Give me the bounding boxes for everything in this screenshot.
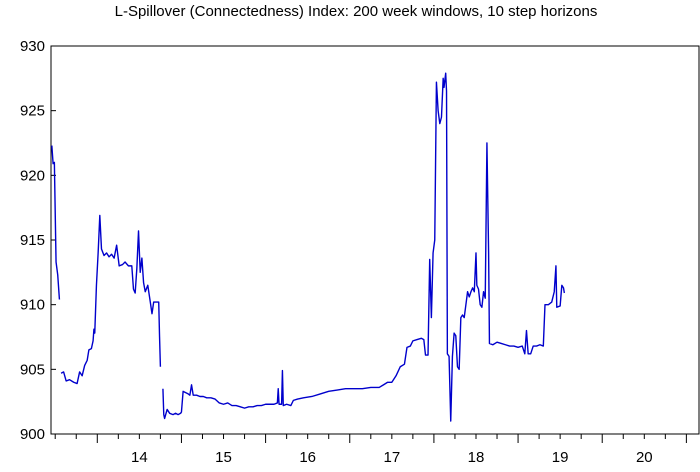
- x-tick-label: 19: [552, 449, 569, 466]
- y-tick-label: 905: [20, 361, 45, 378]
- y-tick-label: 915: [20, 232, 45, 249]
- y-tick-label: 925: [20, 103, 45, 120]
- series-line: [51, 145, 61, 300]
- series-line: [60, 214, 162, 385]
- series-line: [162, 72, 566, 422]
- y-axis: 900 905 910 915 920 925 930: [20, 38, 56, 443]
- x-tick-label: 16: [299, 449, 316, 466]
- x-tick-label: 17: [383, 449, 400, 466]
- x-tick-label: 20: [636, 449, 653, 466]
- y-tick-label: 900: [20, 426, 45, 443]
- x-axis: 1415161718192021: [54, 434, 687, 466]
- x-tick-label: 18: [468, 449, 485, 466]
- x-tick-label: 15: [215, 449, 232, 466]
- series-layer: [51, 72, 566, 422]
- plot-frame: [50, 45, 700, 435]
- y-tick-label: 930: [20, 38, 45, 55]
- chart-title: L-Spillover (Connectedness) Index: 200 w…: [115, 3, 598, 20]
- y-tick-label: 910: [20, 297, 45, 314]
- x-tick-label: 14: [131, 449, 148, 466]
- y-tick-label: 920: [20, 167, 45, 184]
